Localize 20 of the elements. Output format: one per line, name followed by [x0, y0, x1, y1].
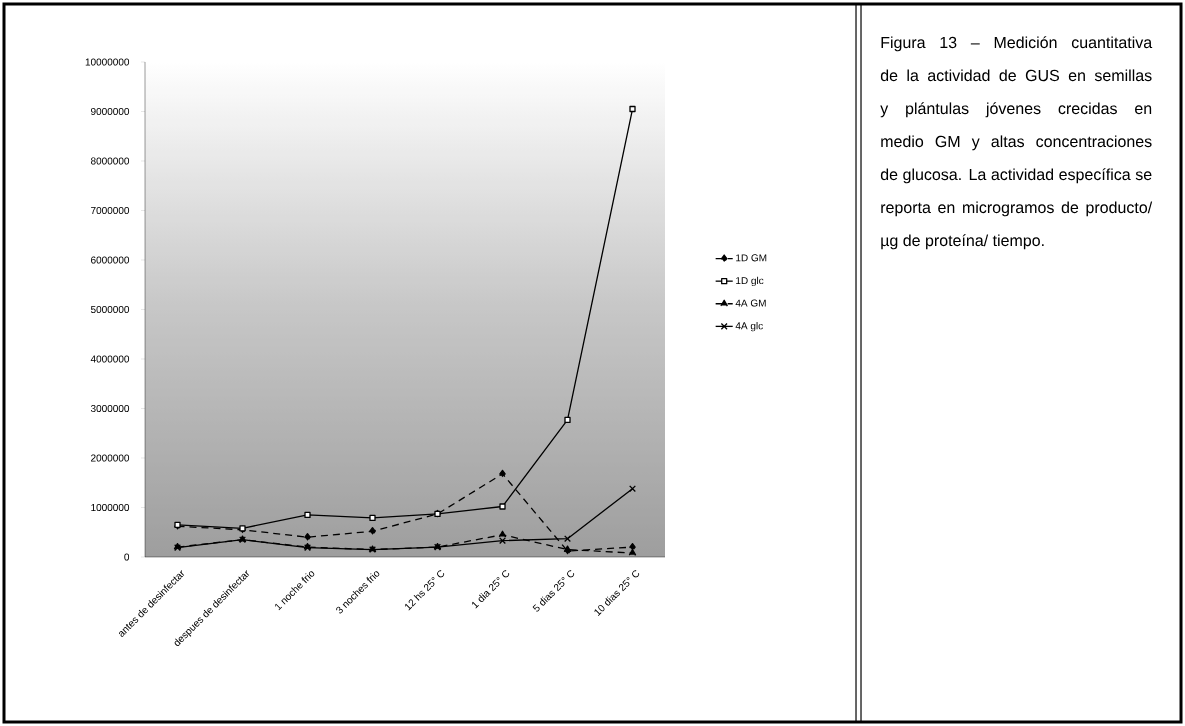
y-tick-label: 10000000: [85, 58, 130, 66]
y-tick-label: 8000000: [90, 157, 130, 165]
y-tick-label: 3000000: [90, 404, 130, 413]
x-tick-label: 5 dias 25° C: [532, 570, 575, 612]
x-tick-label: 1 dia 25° C: [471, 570, 510, 609]
y-tick-label: 1000000: [91, 503, 130, 512]
x-tick-label: 12 hs 25° C: [405, 570, 445, 611]
y-tick-label: 9000000: [91, 107, 130, 116]
y-tick-label: 6000000: [91, 256, 130, 264]
legend-label: 4A glc: [735, 322, 763, 332]
x-tick-label: 10 dias 25° C: [594, 570, 640, 616]
y-tick-label: 0: [124, 553, 130, 561]
y-tick-label: 5000000: [90, 305, 130, 314]
text: Figura 13 – Medición cuantitativa de la actividad de GUS en semillas y plántulas jóvenes crecidas en medio GM y altas concentraciones de glucosa. La actividad específica se reporta en microgramos de producto/ µg de proteína/ tiempo.: [880, 36, 1153, 250]
legend-label: 1D glc: [736, 276, 764, 287]
y-tick-label: 7000000: [91, 206, 130, 215]
y-tick-label: 2000000: [91, 454, 130, 462]
y-tick-label: 4000000: [90, 355, 130, 363]
legend-label: 1D GM: [736, 254, 767, 262]
legend-label: 4A GM: [735, 299, 766, 307]
